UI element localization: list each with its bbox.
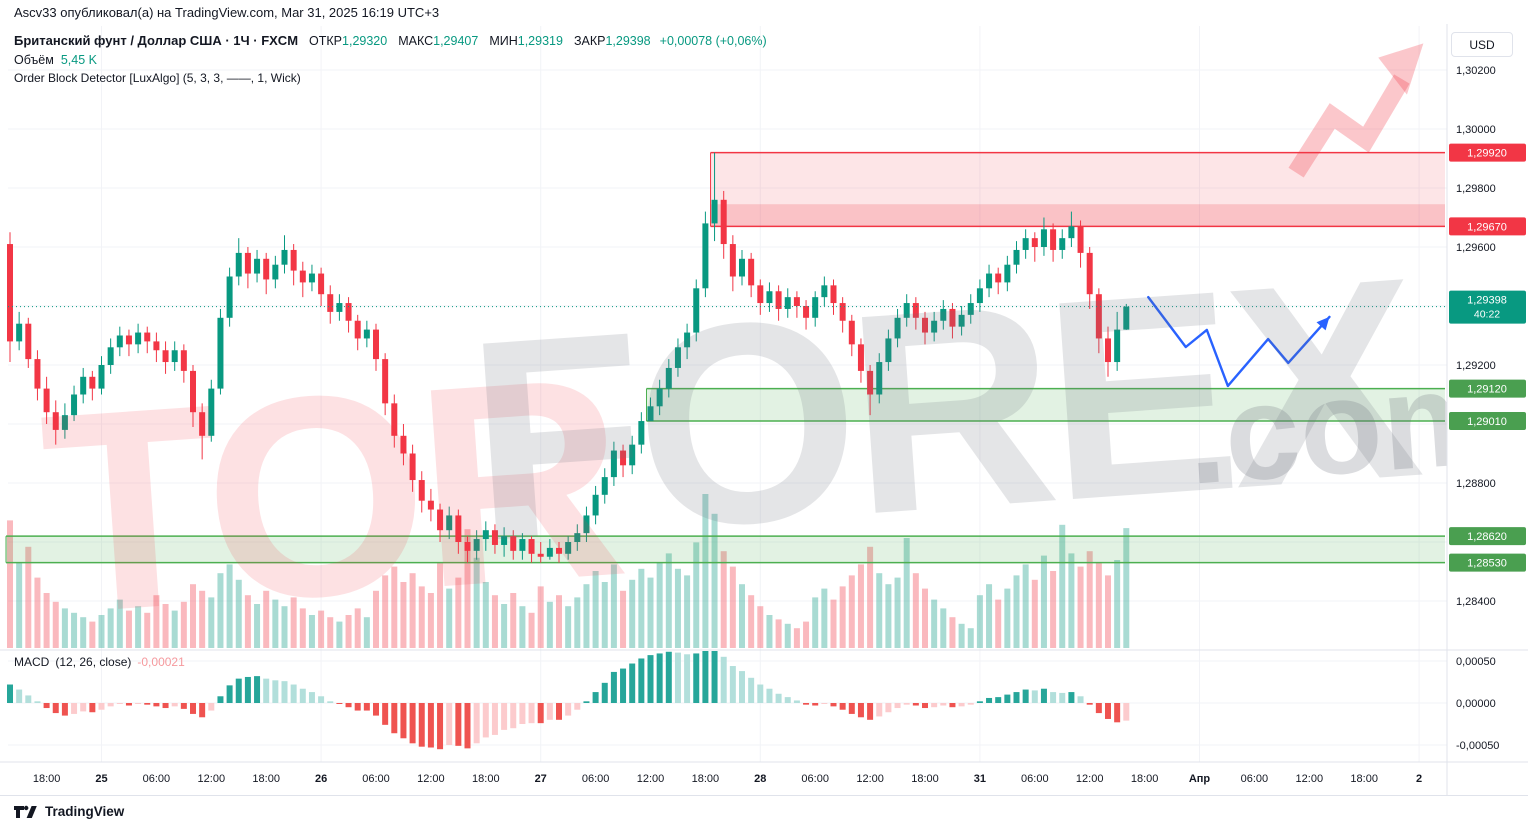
svg-text:18:00: 18:00 <box>1131 773 1159 785</box>
svg-text:06:00: 06:00 <box>582 773 610 785</box>
svg-text:-0,00050: -0,00050 <box>1456 740 1499 752</box>
symbol-title[interactable]: Британский фунт / Доллар США · 1Ч · FXCM <box>14 33 299 48</box>
macd-title: MACD <box>14 655 50 669</box>
symbol-legend: Британский фунт / Доллар США · 1Ч · FXCM… <box>14 33 767 48</box>
svg-text:12:00: 12:00 <box>856 773 884 785</box>
svg-text:18:00: 18:00 <box>911 773 939 785</box>
tradingview-brand-text[interactable]: TradingView <box>45 804 125 819</box>
ohlc-open: ОТКР1,29320 <box>309 34 388 48</box>
order-block-indicator-legend[interactable]: Order Block Detector [LuxAlgo] (5, 3, 3,… <box>14 71 301 85</box>
volume-value: 5,45 K <box>60 53 97 67</box>
ohlc-close: ЗАКР1,29398 <box>573 34 651 48</box>
svg-text:1,28400: 1,28400 <box>1456 596 1496 608</box>
svg-text:1,29670: 1,29670 <box>1467 221 1507 233</box>
svg-text:25: 25 <box>95 773 107 785</box>
svg-text:06:00: 06:00 <box>1021 773 1049 785</box>
svg-text:12:00: 12:00 <box>198 773 226 785</box>
svg-text:06:00: 06:00 <box>801 773 829 785</box>
svg-text:FOREX: FOREX <box>460 218 1431 602</box>
candles-layer <box>7 152 1130 563</box>
svg-text:1,29800: 1,29800 <box>1456 183 1496 195</box>
publisher-line: Ascv33 опубликовал(а) на TradingView.com… <box>14 5 440 20</box>
volume-legend: Объём 5,45 K <box>14 53 97 67</box>
svg-text:1,28800: 1,28800 <box>1456 478 1496 490</box>
macd-layer <box>7 651 1130 750</box>
svg-text:1,30200: 1,30200 <box>1456 65 1496 77</box>
price-level-badge: 1,29120 <box>1449 379 1526 398</box>
volume-label: Объём <box>14 53 54 67</box>
svg-text:06:00: 06:00 <box>143 773 171 785</box>
svg-text:06:00: 06:00 <box>1241 773 1269 785</box>
order-block-zones <box>5 151 1445 564</box>
svg-text:31: 31 <box>974 773 986 785</box>
time-axis[interactable]: 18:00 25 06:00 12:00 18:00 26 06:00 12:00 18:00 2… <box>33 773 1422 785</box>
projection-arrow[interactable] <box>1147 295 1331 388</box>
svg-text:27: 27 <box>535 773 547 785</box>
svg-text:1,29398: 1,29398 <box>1467 295 1507 307</box>
order-block-zone <box>646 388 1445 422</box>
order-block-zone <box>6 536 1445 563</box>
svg-text:1,29010: 1,29010 <box>1467 416 1507 428</box>
svg-text:12:00: 12:00 <box>417 773 445 785</box>
svg-text:18:00: 18:00 <box>33 773 61 785</box>
price-level-badge: 1,29010 <box>1449 412 1526 431</box>
svg-text:TOR: TOR <box>34 317 630 674</box>
price-level-badge: 1,29920 <box>1449 143 1526 162</box>
svg-text:18:00: 18:00 <box>252 773 280 785</box>
price-level-badge: 1,28530 <box>1449 553 1526 572</box>
svg-text:0,00000: 0,00000 <box>1456 698 1496 710</box>
svg-text:1,30000: 1,30000 <box>1456 124 1496 136</box>
price-level-badge: 1,28620 <box>1449 527 1526 546</box>
svg-text:1,29200: 1,29200 <box>1456 360 1496 372</box>
svg-text:2: 2 <box>1416 773 1422 785</box>
current-price-badge: 1,29398 40:22 <box>1449 290 1526 324</box>
svg-text:12:00: 12:00 <box>1296 773 1324 785</box>
order-block-zone <box>710 204 1445 227</box>
order-block-zone <box>710 152 1445 227</box>
watermark-arrow-icon <box>1288 74 1410 178</box>
macd-legend[interactable]: MACD (12, 26, close) -0,00021 <box>14 655 185 669</box>
svg-text:1,28620: 1,28620 <box>1467 531 1507 543</box>
svg-text:1,29920: 1,29920 <box>1467 148 1507 160</box>
svg-text:40:22: 40:22 <box>1474 309 1500 321</box>
price-axis[interactable]: 1,30200 1,30000 1,29800 1,29600 1,29200 1,288… <box>0 0 1528 795</box>
svg-text:1,28530: 1,28530 <box>1467 558 1507 570</box>
currency-toggle-button[interactable]: USD <box>1451 32 1513 57</box>
svg-text:Апр: Апр <box>1189 773 1211 785</box>
svg-text:18:00: 18:00 <box>1350 773 1378 785</box>
bottom-toolbar: TradingView <box>0 795 1528 827</box>
svg-text:26: 26 <box>315 773 327 785</box>
svg-text:12:00: 12:00 <box>1076 773 1104 785</box>
price-change: +0,00078 (+0,06%) <box>659 34 767 48</box>
svg-text:1,29600: 1,29600 <box>1456 242 1496 254</box>
macd-params: (12, 26, close) <box>55 655 132 669</box>
tradingview-logo-icon[interactable] <box>13 804 38 820</box>
svg-text:18:00: 18:00 <box>692 773 720 785</box>
svg-text:18:00: 18:00 <box>472 773 500 785</box>
svg-text:28: 28 <box>754 773 766 785</box>
svg-text:0,00050: 0,00050 <box>1456 656 1496 668</box>
macd-value: -0,00021 <box>137 655 185 669</box>
volume-layer <box>7 494 1130 648</box>
price-level-badge: 1,29670 <box>1449 217 1526 236</box>
svg-text:06:00: 06:00 <box>362 773 390 785</box>
svg-text:12:00: 12:00 <box>637 773 665 785</box>
ohlc-high: МАКС1,29407 <box>398 34 479 48</box>
svg-text:1,29120: 1,29120 <box>1467 384 1507 396</box>
ohlc-low: МИН1,29319 <box>489 34 563 48</box>
order-block-indicator-title: Order Block Detector [LuxAlgo] (5, 3, 3,… <box>14 71 301 85</box>
